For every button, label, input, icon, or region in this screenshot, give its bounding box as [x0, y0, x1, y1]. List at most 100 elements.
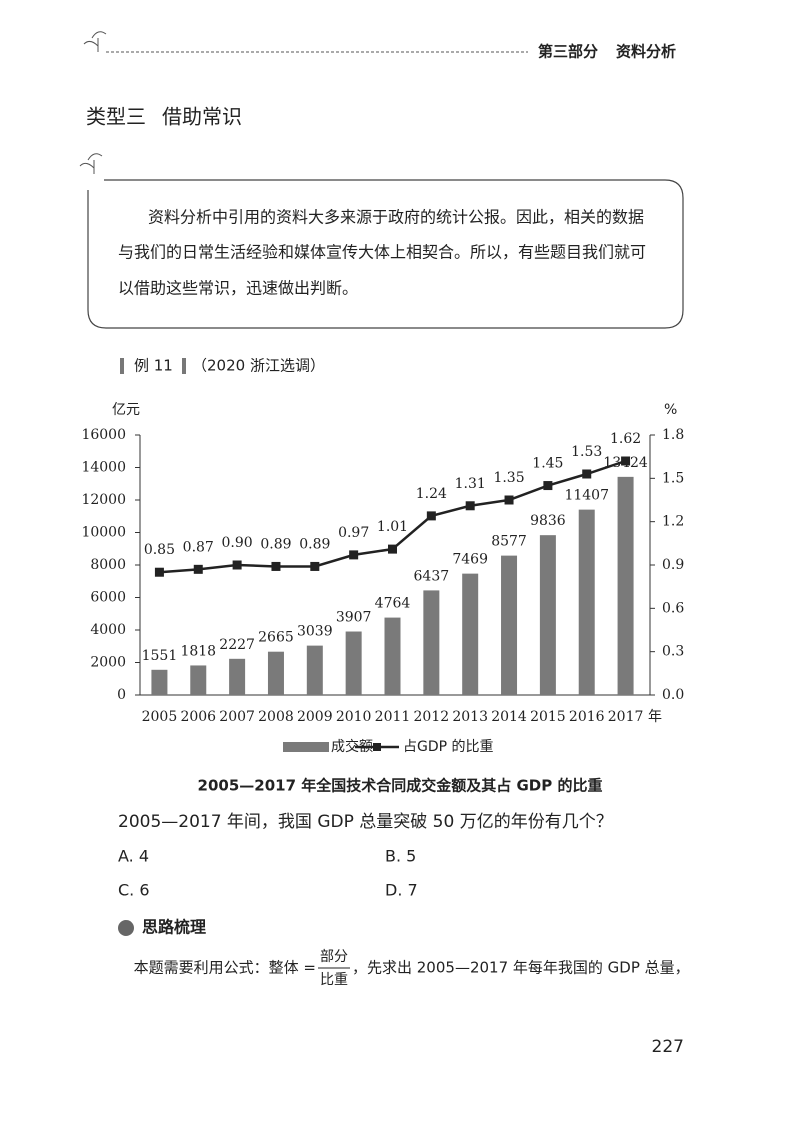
heading-title: 借助常识 — [162, 105, 242, 129]
x-tick-label: 2015 — [530, 709, 566, 725]
line-value-label: 1.31 — [455, 476, 486, 492]
line-marker — [465, 501, 475, 511]
bar — [384, 617, 401, 695]
line-value-label: 1.24 — [416, 486, 447, 502]
option: B. 5 — [385, 847, 416, 866]
y-tick-label: 12000 — [81, 492, 126, 508]
example-label: 例 11 — [134, 357, 173, 375]
line-marker — [504, 495, 514, 505]
line-value-label: 1.62 — [610, 431, 641, 447]
bar-value-label: 11407 — [564, 488, 609, 504]
example-source: （2020 浙江选调） — [192, 357, 325, 375]
y2-tick-label: 0.3 — [662, 644, 684, 660]
y2-tick-label: 0.6 — [662, 600, 684, 616]
bar — [345, 631, 362, 695]
bar-value-label: 2665 — [258, 630, 294, 646]
line-marker — [426, 511, 436, 521]
line-value-label: 0.90 — [222, 535, 253, 551]
x-tick-label: 2007 — [219, 709, 255, 725]
line-marker — [349, 550, 359, 560]
x-tick-label: 2014 — [491, 709, 527, 725]
line-marker — [582, 469, 592, 479]
x-tick-label: 2010 — [336, 709, 372, 725]
analysis-icon — [118, 920, 134, 936]
line-value-label: 1.35 — [493, 470, 524, 486]
page-number: 227 — [652, 1037, 684, 1057]
bar-value-label: 2227 — [219, 637, 255, 653]
line-value-label: 1.01 — [377, 519, 408, 535]
y-tick-label: 2000 — [90, 655, 126, 671]
y-tick-label: 6000 — [90, 590, 126, 606]
formula-text: ，先求出 2005—2017 年每年我国的 GDP 总量， — [352, 959, 690, 977]
line-value-label: 1.53 — [571, 444, 602, 460]
y-tick-label: 0 — [117, 687, 126, 703]
bar-value-label: 4764 — [375, 596, 411, 612]
y-axis-label: 亿元 — [112, 402, 140, 418]
option: C. 6 — [118, 881, 150, 900]
analysis-title: 思路梳理 — [142, 918, 206, 937]
y2-axis-label: % — [664, 402, 677, 418]
line-marker — [232, 560, 242, 570]
heading-type: 类型三 — [86, 105, 146, 129]
bar — [190, 665, 207, 695]
line-marker — [154, 567, 164, 577]
line-marker — [193, 564, 203, 574]
legend-label: 占GDP 的比重 — [403, 739, 494, 755]
line-marker — [310, 561, 320, 571]
legend-label: 成交额 — [331, 738, 373, 755]
sprout-icon — [83, 31, 107, 52]
x-unit-label: 年 — [648, 709, 662, 725]
line-value-label: 0.89 — [260, 536, 291, 552]
bar-value-label: 8577 — [491, 534, 527, 550]
intro-line: 资料分析中引用的资料大多来源于政府的统计公报。因此，相关的数据 — [148, 208, 644, 227]
question-text: 2005—2017 年间，我国 GDP 总量突破 50 万亿的年份有几个？ — [118, 812, 613, 832]
formula-text: 本题需要利用公式：整体 = — [134, 959, 316, 977]
bracket — [120, 358, 124, 374]
intro-box — [87, 179, 684, 329]
header-section: 资料分析 — [616, 43, 676, 61]
bar — [539, 535, 556, 695]
bar-value-label: 6437 — [414, 568, 450, 584]
header-part: 第三部分 — [538, 43, 598, 61]
y2-tick-label: 1.2 — [662, 514, 684, 530]
line-marker — [543, 481, 553, 491]
line-marker — [621, 456, 631, 466]
option: A. 4 — [118, 847, 149, 866]
x-tick-label: 2016 — [569, 709, 605, 725]
bar — [267, 651, 284, 695]
bar-value-label: 9836 — [530, 513, 566, 529]
y-tick-label: 10000 — [81, 525, 126, 541]
x-tick-label: 2008 — [258, 709, 294, 725]
x-tick-label: 2006 — [180, 709, 216, 725]
bar-value-label: 1818 — [180, 643, 216, 659]
line-value-label: 0.87 — [183, 539, 214, 555]
line-value-label: 0.97 — [338, 525, 369, 541]
x-tick-label: 2017 — [608, 709, 644, 725]
line-value-label: 0.85 — [144, 542, 175, 558]
x-tick-label: 2011 — [375, 709, 411, 725]
fraction-denominator: 比重 — [320, 972, 348, 988]
bar-value-label: 3907 — [336, 610, 372, 626]
y-tick-label: 14000 — [81, 460, 126, 476]
intro-line: 以借助这些常识，迅速做出判断。 — [118, 279, 358, 298]
chart-title: 2005—2017 年全国技术合同成交金额及其占 GDP 的比重 — [198, 777, 603, 795]
line-marker — [271, 561, 281, 571]
y2-tick-label: 0.9 — [662, 557, 684, 573]
bar-value-label: 1551 — [142, 648, 178, 664]
y2-tick-label: 0.0 — [662, 687, 684, 703]
bar — [462, 573, 479, 695]
y-tick-label: 16000 — [81, 427, 126, 443]
line-marker — [388, 544, 397, 554]
line-value-label: 1.45 — [532, 456, 563, 472]
y2-tick-label: 1.8 — [662, 427, 684, 443]
bar — [151, 669, 168, 695]
bar — [501, 555, 518, 695]
chart: 亿元 % 年 2005—2017 年全国技术合同成交金额及其占 GDP 的比重 … — [81, 402, 684, 795]
bar-value-label: 7469 — [452, 552, 488, 568]
fraction-numerator: 部分 — [320, 949, 348, 965]
x-tick-label: 2009 — [297, 709, 333, 725]
legend-swatch — [373, 743, 381, 751]
bar — [423, 590, 440, 695]
